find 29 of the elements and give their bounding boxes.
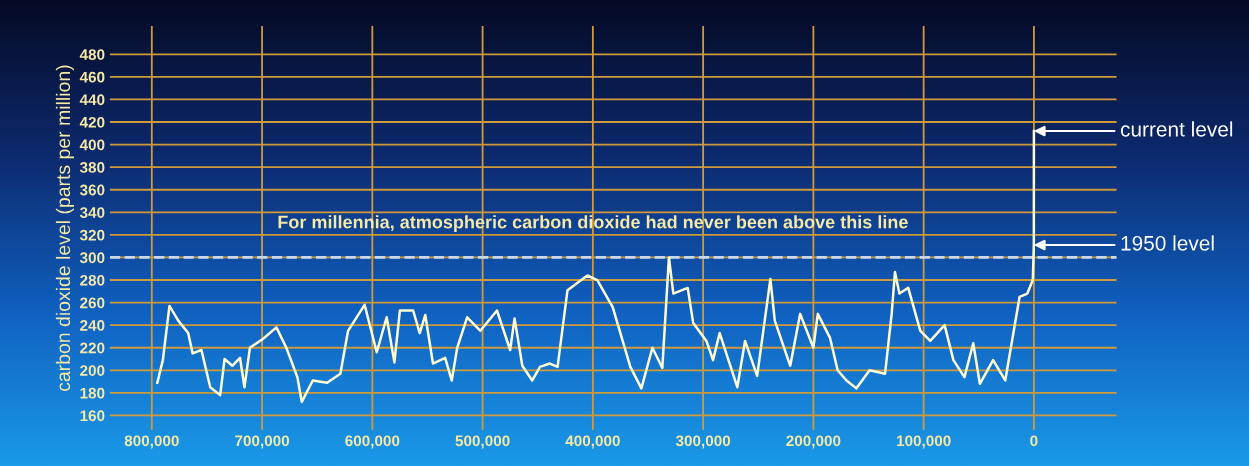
- y-tick-label: 220: [80, 342, 105, 354]
- y-tick-label: 360: [79, 184, 105, 196]
- y-tick-label: 300: [79, 252, 105, 264]
- y-tick-label: 340: [79, 207, 105, 219]
- x-tick-label: 700,000: [235, 435, 290, 449]
- y-tick-label: 480: [79, 49, 105, 60]
- x-tick-label: 500,000: [455, 435, 510, 449]
- annotation: current level: [1120, 121, 1233, 137]
- x-tick-label: 600,000: [345, 435, 400, 449]
- y-tick-label: 260: [80, 297, 105, 309]
- y-tick-label: 420: [79, 116, 105, 128]
- y-tick-label: 160: [80, 410, 105, 422]
- y-tick-label: 380: [79, 162, 105, 173]
- x-tick-label: 300,000: [675, 435, 731, 449]
- y-tick-label: 200: [80, 365, 105, 376]
- y-tick-label: 240: [80, 320, 105, 331]
- annotation: 1950 level: [1121, 235, 1214, 251]
- x-tick-label: 200,000: [786, 435, 841, 449]
- y-tick-label: 320: [79, 229, 105, 241]
- x-tick-label: 400,000: [565, 435, 620, 449]
- y-tick-label: 400: [79, 139, 105, 151]
- y-tick-label: 280: [80, 274, 105, 286]
- y-tick-label: 440: [79, 94, 105, 106]
- y-tick-label: 460: [79, 71, 105, 83]
- x-tick-label: 100,000: [897, 435, 951, 449]
- y-axis-title: carbon dioxide level (parts per million): [55, 65, 75, 391]
- x-tick-label: 800,000: [124, 435, 179, 449]
- y-tick-label: 180: [80, 387, 105, 399]
- x-tick-label: 0: [1030, 435, 1038, 447]
